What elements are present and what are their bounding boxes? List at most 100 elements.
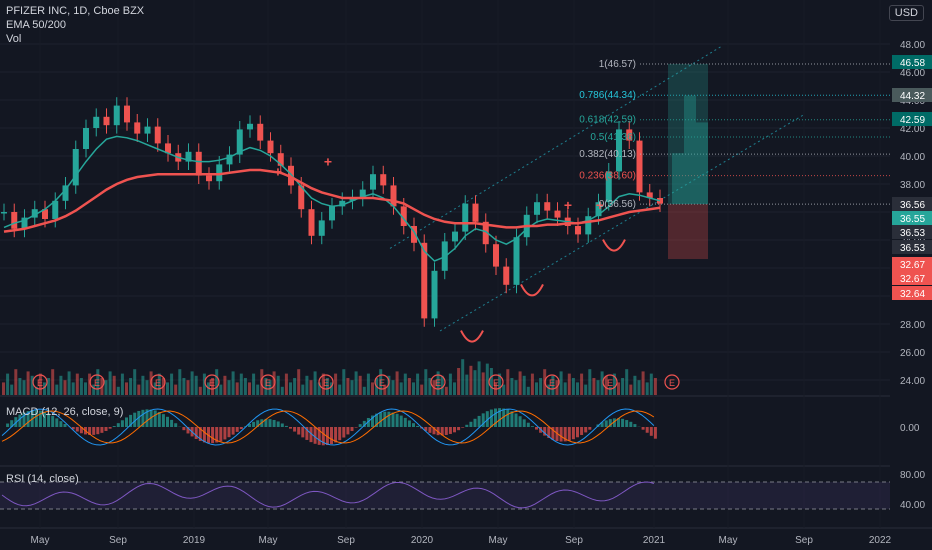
earnings-marker — [260, 374, 276, 390]
volume-bar — [580, 373, 584, 395]
volume-bar — [71, 382, 75, 395]
bottom-annotation — [520, 283, 544, 297]
macd-histogram-bar — [625, 420, 629, 427]
volume-bar — [112, 375, 116, 395]
position-profit-zone — [668, 63, 708, 205]
rsi-line — [1, 481, 655, 509]
volume-bar — [51, 369, 55, 395]
volume-bar — [420, 384, 424, 395]
volume-bar — [457, 368, 461, 395]
earnings-marker — [544, 374, 560, 390]
candle-body — [72, 149, 79, 186]
candle-body — [308, 209, 315, 236]
volume-bar — [96, 369, 100, 395]
volume-bar — [518, 371, 522, 395]
macd-histogram-bar — [79, 427, 83, 434]
macd-histogram-bar — [485, 411, 489, 427]
currency-button[interactable]: USD — [888, 5, 924, 21]
volume-bar — [174, 384, 178, 395]
volume-bar — [362, 386, 366, 395]
macd-histogram-bar — [174, 423, 178, 427]
position-loss-zone — [668, 204, 708, 260]
volume-bar — [649, 373, 653, 395]
volume-bar — [514, 380, 518, 395]
price-label-badge — [892, 271, 932, 285]
volume-bar — [338, 384, 342, 395]
macd-histogram-bar — [584, 427, 588, 433]
earnings-marker-label: E — [209, 378, 215, 388]
macd-histogram-bar — [284, 425, 288, 427]
macd-histogram-bar — [161, 414, 165, 427]
macd-histogram-bar — [186, 427, 190, 434]
volume-bar — [43, 382, 46, 395]
volume-bar — [629, 384, 633, 395]
candle-body — [103, 116, 110, 126]
volume-bar — [625, 369, 629, 395]
macd-histogram-bar — [211, 427, 215, 444]
macd-histogram-bar — [22, 412, 26, 427]
volume-bar — [88, 373, 92, 395]
macd-histogram-bar — [518, 416, 522, 427]
macd-histogram-bar — [362, 420, 366, 427]
volume-bar — [26, 371, 30, 395]
macd-histogram-bar — [477, 415, 481, 427]
time-tick-label: May — [719, 535, 738, 546]
price-tick-label: 42.00 — [900, 124, 925, 135]
macd-histogram-bar — [473, 418, 477, 427]
macd-histogram-bar — [301, 427, 305, 438]
volume-bar — [485, 363, 489, 395]
volume-bar — [301, 384, 305, 395]
time-tick-label: May — [259, 535, 278, 546]
volume-bar — [190, 371, 194, 395]
volume-bar — [354, 371, 358, 395]
candle-body — [206, 175, 212, 182]
volume-bar — [526, 386, 530, 395]
volume-bar — [297, 369, 301, 395]
price-label-value: 32.67 — [900, 260, 925, 271]
candle-body — [390, 185, 397, 207]
macd-histogram-bar — [166, 416, 169, 427]
earnings-marker — [89, 374, 105, 390]
time-tick-label: Sep — [109, 535, 127, 546]
candle-body — [134, 122, 141, 134]
volume-bar — [141, 375, 145, 395]
macd-histogram-bar — [617, 418, 620, 427]
volume-bar — [215, 369, 219, 395]
price-label-badge — [892, 240, 932, 254]
price-tick-label: 28.00 — [900, 320, 925, 331]
macd-histogram-bar — [248, 423, 251, 427]
volume-bar — [424, 369, 428, 395]
macd-histogram-bar — [375, 413, 379, 427]
volume-bar — [448, 373, 452, 395]
bottom-annotation — [602, 239, 626, 252]
earnings-marker-label: E — [379, 378, 385, 388]
volume-bar — [584, 384, 588, 395]
macd-histogram-bar — [338, 427, 342, 441]
macd-histogram-bar — [63, 424, 67, 427]
volume-bar — [588, 369, 592, 395]
macd-histogram-bar — [412, 423, 415, 427]
macd-histogram-bar — [416, 425, 420, 427]
candle-body — [605, 171, 612, 203]
macd-histogram-bar — [395, 413, 399, 427]
price-label-badge — [892, 257, 932, 271]
volume-bar — [125, 382, 128, 395]
macd-histogram-bar — [309, 427, 313, 443]
earnings-marker — [488, 374, 504, 390]
rsi-tick-label: 80.00 — [900, 470, 925, 481]
earnings-marker — [150, 374, 166, 390]
candle-body — [257, 123, 264, 141]
position-step — [684, 95, 696, 205]
macd-histogram-bar — [334, 427, 338, 443]
price-label-value: 36.53 — [900, 228, 925, 239]
volume-bar — [612, 373, 616, 395]
earnings-marker — [318, 374, 334, 390]
macd-histogram-bar — [444, 427, 448, 435]
macd-histogram-bar — [461, 427, 465, 428]
price-label-value: 36.55 — [900, 214, 925, 225]
candle-body — [113, 105, 120, 126]
macd-histogram-bar — [129, 414, 133, 427]
candle-body — [595, 202, 602, 217]
legend-symbol: PFIZER INC, 1D, Cboe BZX — [6, 5, 145, 17]
